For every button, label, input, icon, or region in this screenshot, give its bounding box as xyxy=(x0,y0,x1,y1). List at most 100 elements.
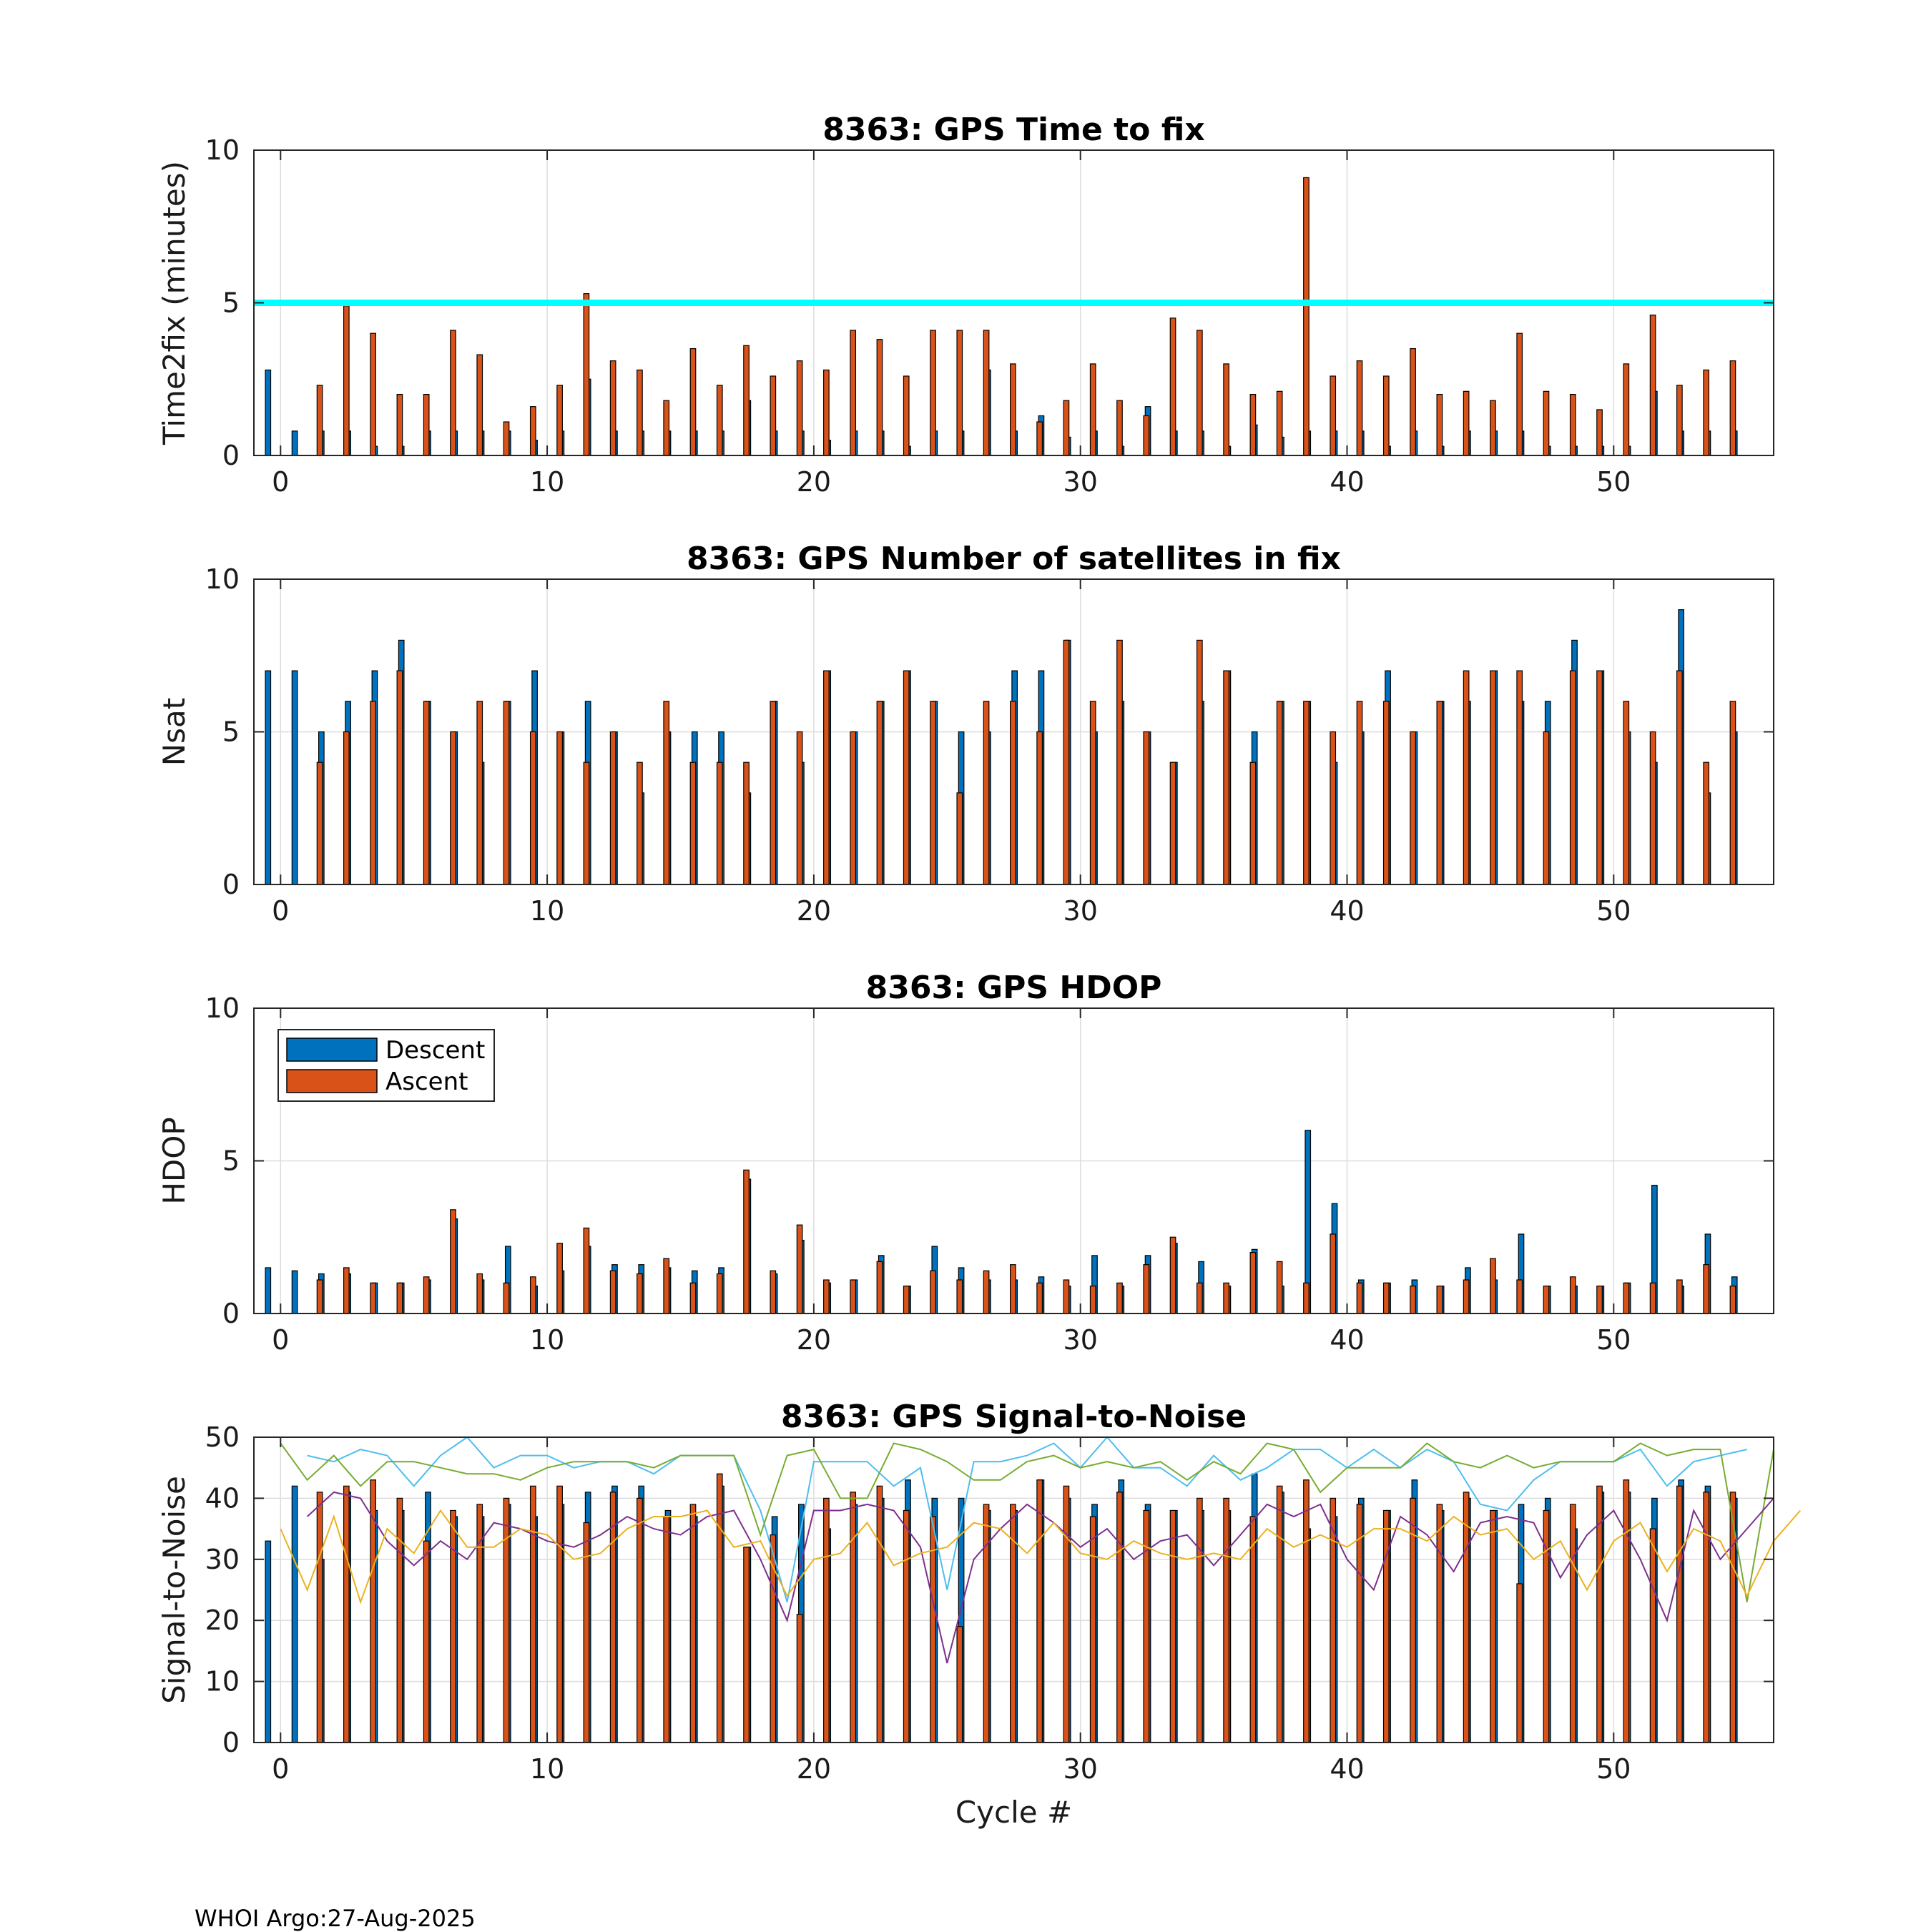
bar-ascent xyxy=(689,348,697,456)
bar-ascent xyxy=(1330,375,1337,456)
bar-ascent xyxy=(663,400,670,456)
bar-ascent xyxy=(637,1273,643,1314)
bar-ascent xyxy=(609,1270,616,1314)
bar-ascent xyxy=(637,369,643,456)
bar-ascent xyxy=(450,1209,456,1314)
snr-line-2 xyxy=(280,1442,1774,1602)
bar-ascent xyxy=(343,731,350,885)
bar-ascent xyxy=(1516,1583,1523,1743)
bar-ascent xyxy=(876,701,883,885)
bar-ascent xyxy=(1169,762,1176,885)
bar-ascent xyxy=(1196,639,1203,885)
bar-ascent xyxy=(1436,393,1443,456)
bar-ascent xyxy=(1703,762,1710,885)
bar-ascent xyxy=(1223,1497,1229,1743)
bar-ascent xyxy=(503,1497,510,1743)
bar-ascent xyxy=(1676,385,1683,456)
bar-ascent xyxy=(1036,1479,1043,1743)
bar-descent xyxy=(291,1485,298,1743)
x-tick-label: 10 xyxy=(530,1753,564,1785)
bar-ascent xyxy=(1089,363,1096,456)
bar-ascent xyxy=(556,1243,563,1314)
bar-ascent xyxy=(689,1504,697,1743)
chart-panel-1: 0 10 20 30 40 50 0 5 10 8363: GPS Time to fix Time… xyxy=(157,112,1774,498)
bar-ascent xyxy=(1169,1509,1176,1743)
legend-swatch-ascent xyxy=(286,1069,378,1093)
bar-ascent xyxy=(503,701,510,885)
bar-ascent xyxy=(1036,1282,1043,1314)
bar-ascent xyxy=(983,330,990,456)
bar-ascent xyxy=(1382,701,1390,885)
bar-ascent xyxy=(930,330,936,456)
y-axis-label: Nsat xyxy=(157,698,192,767)
bar-ascent xyxy=(370,332,376,456)
bar-ascent xyxy=(1382,1509,1390,1743)
bar-ascent xyxy=(956,792,963,885)
bar-ascent xyxy=(850,1492,857,1743)
bar-ascent xyxy=(1569,1276,1576,1314)
y-tick-label: 10 xyxy=(205,992,240,1024)
bar-ascent xyxy=(1169,1236,1176,1314)
y-axis-label: Signal-to-Noise xyxy=(157,1476,192,1704)
bar-ascent xyxy=(423,1540,430,1743)
bar-ascent xyxy=(1330,1233,1337,1314)
bar-ascent xyxy=(1063,1485,1070,1743)
bar-ascent xyxy=(983,1270,990,1314)
bar-ascent xyxy=(316,385,323,456)
bar-ascent xyxy=(1382,375,1390,456)
bar-ascent xyxy=(1490,670,1496,885)
bar-ascent xyxy=(903,1509,910,1743)
bar-ascent xyxy=(1303,1479,1310,1743)
bar-ascent xyxy=(1116,639,1123,885)
bar-ascent xyxy=(1169,317,1176,456)
x-tick-label: 30 xyxy=(1063,1753,1098,1785)
bar-ascent xyxy=(1623,363,1630,456)
bar-ascent xyxy=(1249,762,1257,885)
bar-ascent xyxy=(637,762,643,885)
bar-descent xyxy=(265,1267,272,1314)
bar-ascent xyxy=(529,406,536,456)
chart-panel-3: 0 10 20 30 40 50 0 5 10 8363: GPS HDOP HDOP Descent… xyxy=(157,970,1774,1356)
bar-ascent xyxy=(1676,670,1683,885)
bar-ascent xyxy=(1490,1509,1496,1743)
bar-ascent xyxy=(1223,363,1229,456)
bar-ascent xyxy=(796,1224,803,1314)
bar-ascent xyxy=(1382,1282,1390,1314)
y-axis-label: HDOP xyxy=(157,1117,192,1204)
bar-ascent xyxy=(1063,400,1070,456)
bar-ascent xyxy=(1276,1485,1283,1743)
bar-ascent xyxy=(1036,421,1043,456)
bar-ascent xyxy=(1116,400,1123,456)
bar-ascent xyxy=(1010,363,1016,456)
bar-ascent xyxy=(370,1282,376,1314)
bar-ascent xyxy=(770,375,777,456)
bar-ascent xyxy=(956,330,963,456)
bar-ascent xyxy=(850,1279,857,1314)
bar-ascent xyxy=(1676,1279,1683,1314)
bar-ascent xyxy=(370,701,376,885)
x-tick-label: 20 xyxy=(797,1753,831,1785)
bar-ascent xyxy=(823,1279,830,1314)
x-tick-label: 20 xyxy=(797,466,831,498)
bar-ascent xyxy=(716,1273,723,1314)
bar-ascent xyxy=(1276,1261,1283,1314)
bar-ascent xyxy=(1410,348,1416,456)
bar-ascent xyxy=(1356,1282,1363,1314)
bar-ascent xyxy=(1143,415,1150,456)
x-axis-label: Cycle # xyxy=(955,1795,1072,1830)
bar-ascent xyxy=(823,369,830,456)
bar-ascent xyxy=(1196,1282,1203,1314)
bar-ascent xyxy=(850,330,857,456)
bar-ascent xyxy=(396,1282,403,1314)
bar-ascent xyxy=(1463,390,1470,456)
x-tick-label: 20 xyxy=(797,1324,831,1356)
bar-ascent xyxy=(450,1509,456,1743)
x-tick-label: 30 xyxy=(1063,895,1098,927)
snr-line-4 xyxy=(280,1509,1802,1605)
bar-ascent xyxy=(1223,1282,1229,1314)
bar-ascent xyxy=(609,360,616,456)
x-tick-label: 10 xyxy=(530,1324,564,1356)
x-tick-label: 50 xyxy=(1596,466,1631,498)
x-tick-label: 30 xyxy=(1063,1324,1098,1356)
bar-ascent xyxy=(583,293,590,456)
